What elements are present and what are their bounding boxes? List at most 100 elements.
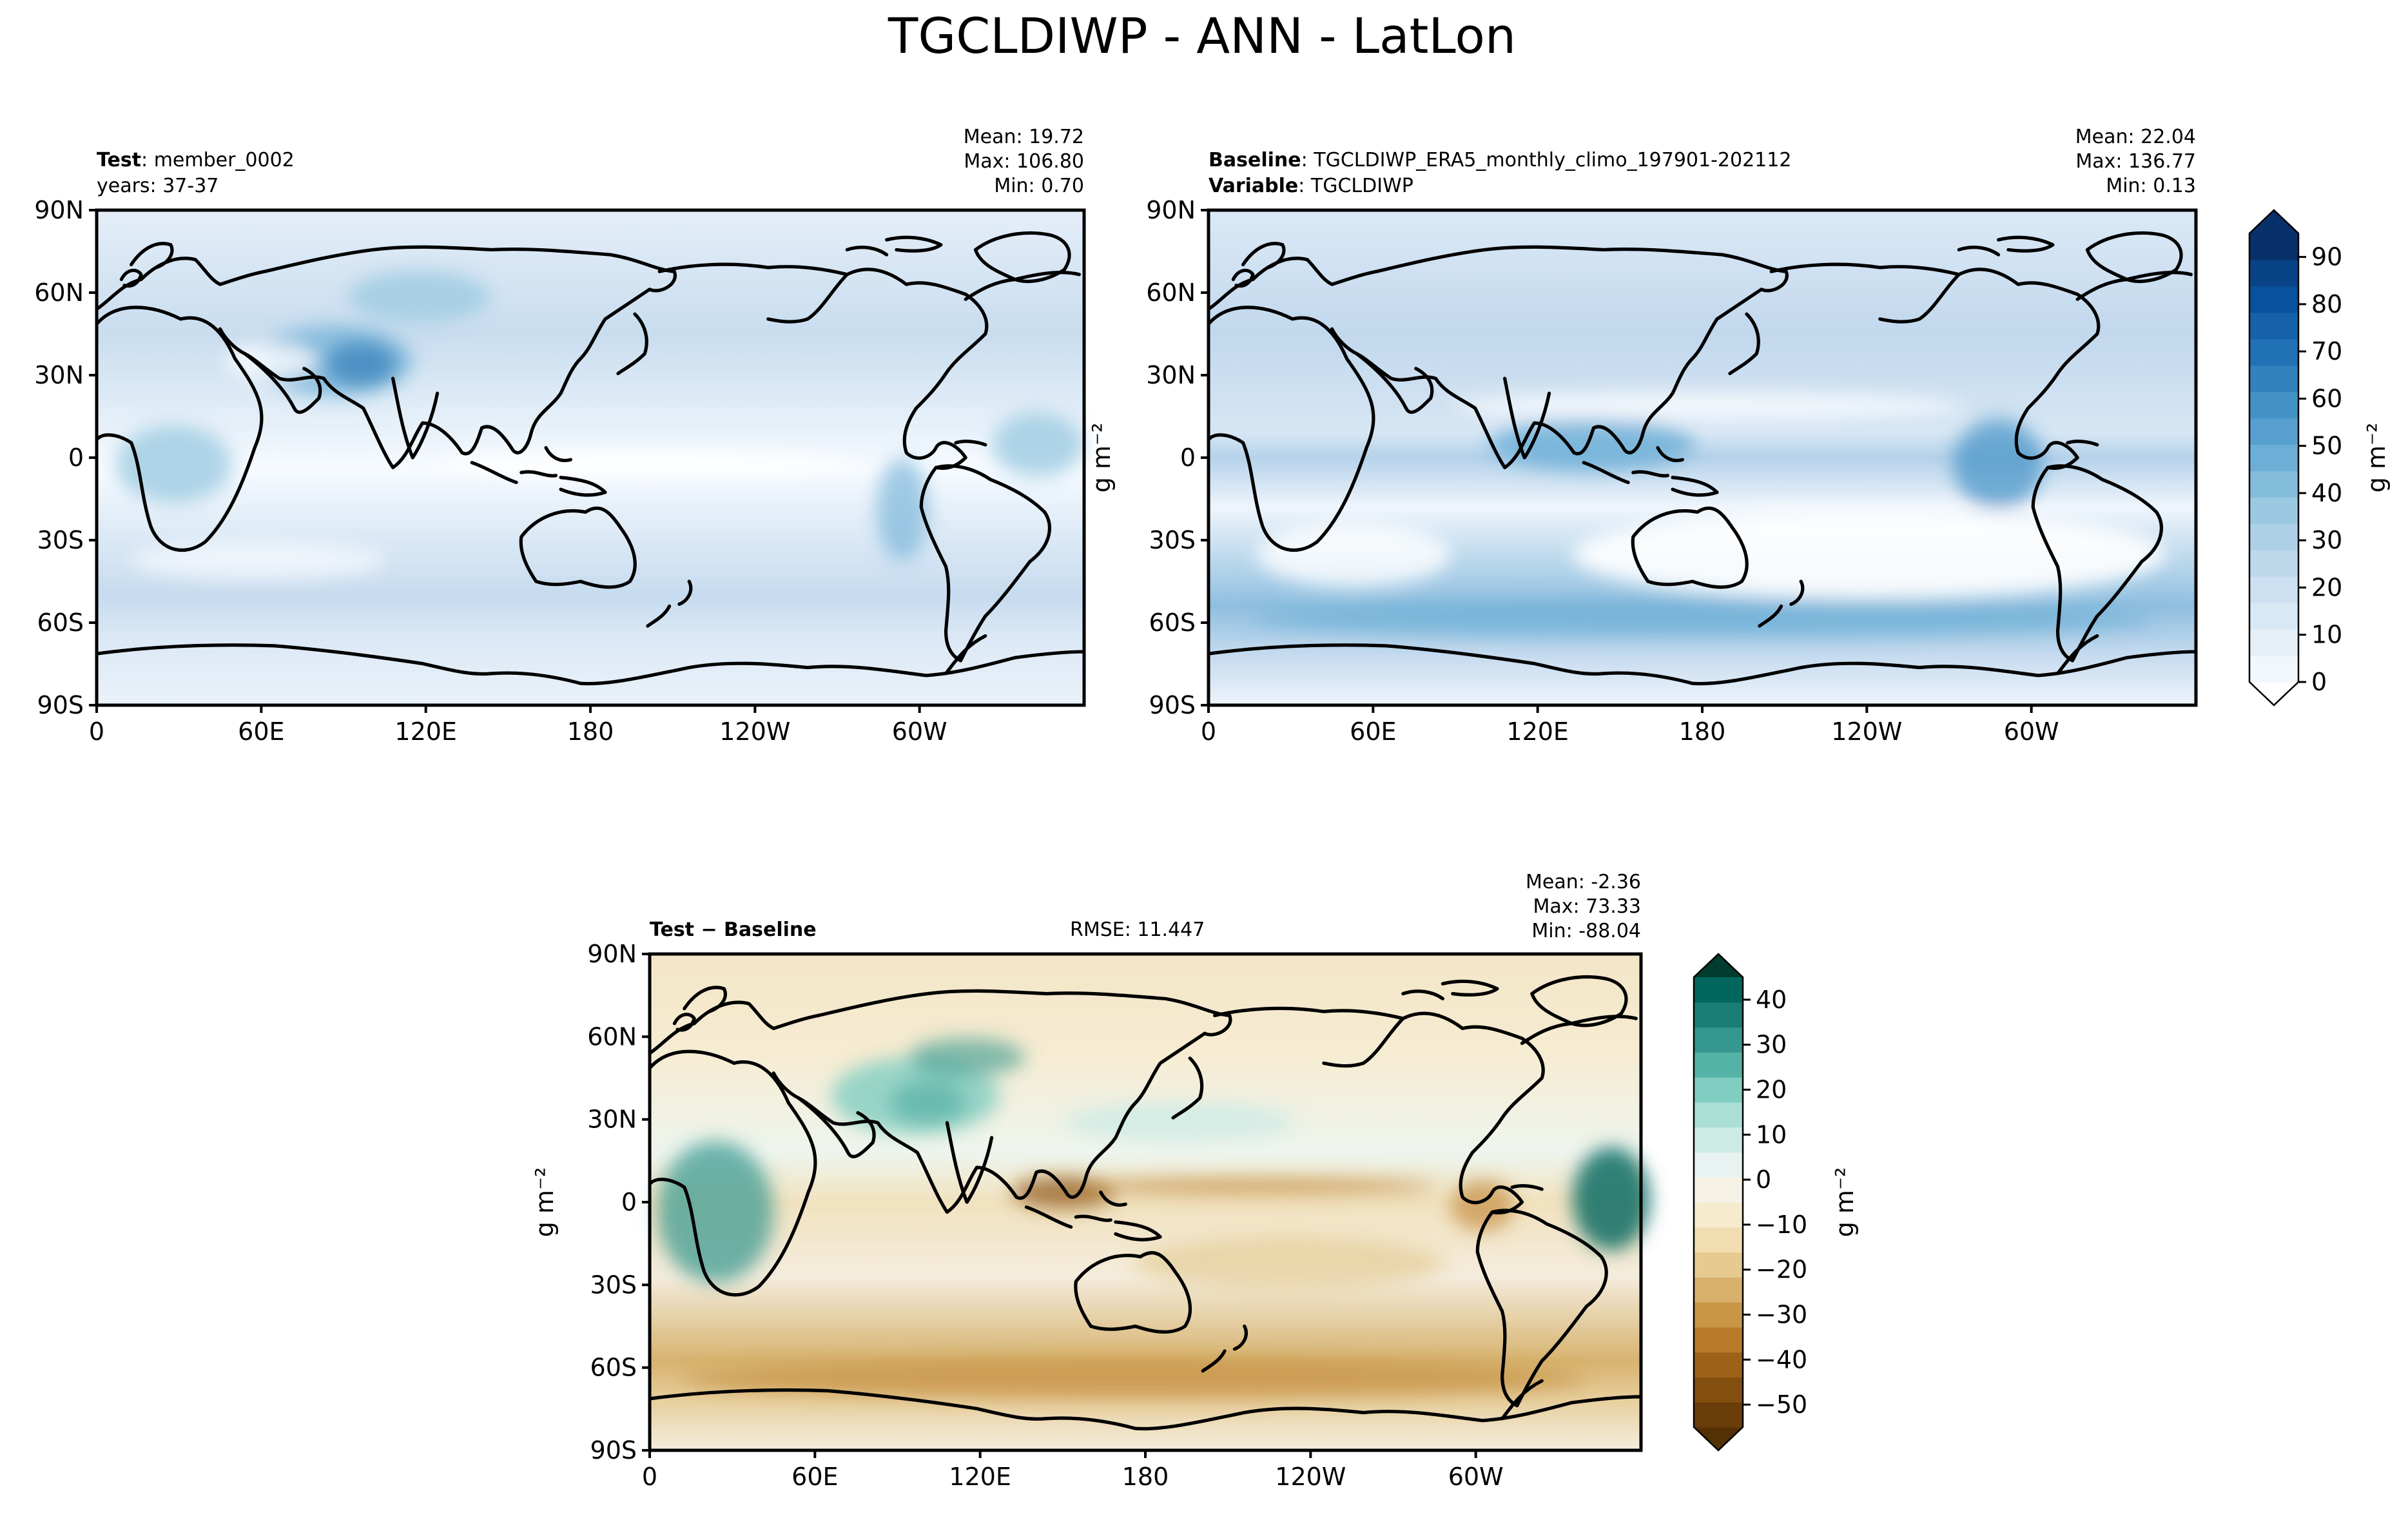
colorbar-segment bbox=[2249, 259, 2298, 287]
colorbar-tick-label: 60 bbox=[2311, 384, 2342, 413]
y-tick-label: 0 bbox=[621, 1188, 637, 1216]
colorbar-tick-label: 30 bbox=[2311, 526, 2342, 554]
colorbar-tick-label: 10 bbox=[2311, 621, 2342, 649]
y-tick-label: 30S bbox=[590, 1270, 637, 1299]
colorbar-segment bbox=[1694, 1302, 1743, 1328]
x-tick-label: 60W bbox=[2004, 717, 2059, 746]
x-tick-label: 120W bbox=[719, 717, 790, 746]
colorbar-tick-label: 20 bbox=[2311, 573, 2342, 601]
panel-diff: 90N 60N 30N 0 30S 60S 90S 0 60E 120E 180 120W 60W g… bbox=[530, 871, 1650, 1491]
colorbar-segment bbox=[2249, 603, 2298, 630]
colorbar-segment bbox=[2249, 656, 2298, 683]
y-tick-label: 90N bbox=[1146, 196, 1196, 224]
colorbar-bottom: 40 30 20 10 0 −10 −20 −30 −40 −50 bbox=[1693, 953, 1807, 1452]
colorbar-tick-label: 0 bbox=[2311, 668, 2327, 696]
colorbar-tick-label: 10 bbox=[1756, 1120, 1787, 1149]
colorbar-extend-max bbox=[1694, 954, 1743, 977]
x-tick-label: 60E bbox=[791, 1463, 838, 1491]
y-tick-label: 90S bbox=[37, 691, 84, 719]
test-label-text: member_0002 bbox=[154, 149, 295, 171]
test-stat-max: Max: 106.80 bbox=[964, 150, 1084, 173]
colorbar-segment bbox=[1694, 1052, 1743, 1078]
y-tick-label: 90N bbox=[587, 940, 637, 968]
colorbar-tick-label: 20 bbox=[1756, 1076, 1787, 1104]
panel-baseline: 90N 60N 30N 0 30S 60S 90S 0 60E 120E 180 120W 60W g… bbox=[1087, 126, 2198, 746]
colorbar-tick-label: 90 bbox=[2311, 243, 2342, 271]
diff-stat-min: Min: -88.04 bbox=[1531, 920, 1641, 942]
colorbar-segment bbox=[1694, 1127, 1743, 1153]
colorbar-segment bbox=[2249, 497, 2298, 524]
baseline-variable-bold: Variable bbox=[1209, 175, 1298, 197]
y-tick-label: 30S bbox=[1149, 526, 1196, 554]
colorbar-tick-label: −40 bbox=[1756, 1345, 1807, 1374]
figure-title: TGCLDIWP - ANN - LatLon bbox=[888, 7, 1516, 64]
y-tick-label: 90N bbox=[34, 196, 84, 224]
baseline-ylabel: g m⁻² bbox=[1087, 423, 1116, 493]
map-area-baseline bbox=[1207, 208, 2198, 707]
colorbar-segment bbox=[2249, 523, 2298, 550]
colorbar-tick-label: 40 bbox=[2311, 479, 2342, 507]
y-tick-label: 60N bbox=[34, 278, 84, 307]
colorbar-tick-label: 80 bbox=[2311, 290, 2342, 318]
colorbar-top-label: g m⁻² bbox=[2362, 423, 2391, 493]
colorbar-segment bbox=[1694, 1177, 1743, 1203]
colorbar-segment bbox=[1694, 1327, 1743, 1353]
colorbar-segment bbox=[2249, 444, 2298, 472]
x-axis-baseline: 0 60E 120E 180 120W 60W bbox=[1201, 705, 2059, 746]
diff-rmse: RMSE: 11.447 bbox=[1070, 919, 1205, 941]
colorbar-segment bbox=[1694, 1102, 1743, 1128]
diff-ylabel: g m⁻² bbox=[530, 1167, 559, 1238]
y-tick-label: 60S bbox=[1149, 608, 1196, 637]
baseline-label-colon: : bbox=[1301, 149, 1314, 171]
colorbar-segment bbox=[2249, 233, 2298, 260]
diff-stat-mean: Mean: -2.36 bbox=[1526, 871, 1641, 893]
colorbar-segment bbox=[1694, 977, 1743, 1003]
baseline-stat-min: Min: 0.13 bbox=[2106, 175, 2196, 197]
baseline-variable-text: TGCLDIWP bbox=[1310, 175, 1413, 197]
x-tick-label: 120E bbox=[949, 1463, 1011, 1491]
field-features bbox=[116, 271, 1083, 580]
x-tick-label: 120E bbox=[1506, 717, 1569, 746]
y-tick-label: 30N bbox=[34, 361, 84, 389]
diff-stat-max: Max: 73.33 bbox=[1533, 895, 1641, 918]
y-tick-label: 30S bbox=[37, 526, 84, 554]
colorbar-tick-label: −20 bbox=[1756, 1256, 1807, 1284]
diff-label: Test − Baseline bbox=[650, 919, 817, 941]
colorbar-segment bbox=[1694, 1152, 1743, 1178]
test-years: years: 37-37 bbox=[97, 175, 218, 197]
x-tick-label: 60W bbox=[892, 717, 947, 746]
colorbar-segment bbox=[1694, 1002, 1743, 1028]
colorbar-tick-label: 0 bbox=[1756, 1165, 1771, 1194]
y-tick-label: 90S bbox=[1149, 691, 1196, 719]
baseline-stat-mean: Mean: 22.04 bbox=[2075, 126, 2196, 148]
baseline-label: Baseline: TGCLDIWP_ERA5_monthly_climo_19… bbox=[1209, 149, 1791, 171]
colorbar-segment bbox=[2249, 550, 2298, 577]
colorbar-tick-label: −50 bbox=[1756, 1390, 1807, 1419]
baseline-label-bold: Baseline bbox=[1209, 149, 1301, 171]
y-tick-label: 60S bbox=[590, 1354, 637, 1382]
y-axis-test: 90N 60N 30N 0 30S 60S 90S bbox=[34, 196, 97, 719]
x-tick-label: 180 bbox=[1679, 717, 1726, 746]
y-tick-label: 0 bbox=[1180, 443, 1196, 472]
x-axis-diff: 0 60E 120E 180 120W 60W bbox=[642, 1450, 1504, 1491]
test-label-colon: : bbox=[141, 149, 154, 171]
y-tick-label: 60S bbox=[37, 608, 84, 637]
baseline-variable-colon: : bbox=[1298, 175, 1311, 197]
colorbar-segment bbox=[1694, 1377, 1743, 1403]
colorbar-tick-label: 30 bbox=[1756, 1031, 1787, 1059]
y-tick-label: 60N bbox=[587, 1022, 637, 1051]
colorbar-bottom-label: g m⁻² bbox=[1830, 1167, 1859, 1238]
x-tick-label: 120W bbox=[1831, 717, 1902, 746]
x-axis-test: 0 60E 120E 180 120W 60W bbox=[89, 705, 947, 746]
y-tick-label: 0 bbox=[68, 443, 84, 472]
colorbar-extend-max bbox=[2249, 210, 2298, 233]
x-tick-label: 60E bbox=[238, 717, 284, 746]
test-label: Test: member_0002 bbox=[97, 149, 295, 171]
colorbar-extend-min bbox=[1694, 1427, 1743, 1450]
y-axis-diff: 90N 60N 30N 0 30S 60S 90S bbox=[587, 940, 650, 1464]
x-tick-label: 120E bbox=[394, 717, 457, 746]
colorbar-segment bbox=[1694, 1252, 1743, 1278]
colorbar-tick-label: 40 bbox=[1756, 986, 1787, 1014]
panel-test: 90N 60N 30N 0 30S 60S 90S 0 60E 120E 180 120W 60W T… bbox=[34, 126, 1086, 746]
